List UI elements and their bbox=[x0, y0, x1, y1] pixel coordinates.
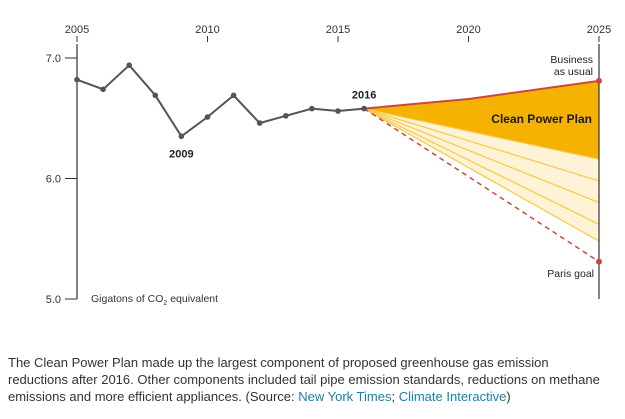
source-link-climate-interactive[interactable]: Climate Interactive bbox=[398, 389, 507, 404]
historical-point-2010 bbox=[204, 114, 211, 120]
historical-point-2007 bbox=[126, 62, 132, 69]
historical-point-2006 bbox=[100, 86, 106, 93]
source-link-nyt[interactable]: New York Times bbox=[298, 389, 392, 404]
x-tick-label-2025: 2025 bbox=[587, 24, 611, 36]
historical-point-2016 bbox=[361, 105, 367, 112]
x-tick-label-2005: 2005 bbox=[65, 24, 89, 36]
caption-end: ) bbox=[506, 389, 511, 404]
x-tick-label-2020: 2020 bbox=[456, 24, 480, 36]
business-as-usual-line bbox=[364, 79, 600, 110]
business-as-usual-endpoint bbox=[596, 77, 602, 84]
x-tick-label-2010: 2010 bbox=[195, 24, 219, 36]
chart-caption: The Clean Power Plan made up the largest… bbox=[8, 354, 608, 405]
paris-goal-line bbox=[363, 107, 600, 263]
historical-point-2009 bbox=[178, 133, 185, 140]
caption-separator: ; bbox=[391, 389, 399, 404]
y-tick-label-2: 7.0 bbox=[46, 53, 61, 65]
reduction-line-4 bbox=[363, 108, 600, 242]
historical-point-2005 bbox=[74, 76, 80, 83]
reduction-line-3 bbox=[363, 108, 600, 225]
historical-point-2014 bbox=[309, 105, 315, 112]
reduction-line-1 bbox=[363, 108, 600, 182]
annotation-2009: 2009 bbox=[169, 148, 193, 160]
historical-point-2008 bbox=[152, 92, 159, 99]
annotation-paris-goal: Paris goal bbox=[547, 268, 594, 280]
annotation-bau-line2: as usual bbox=[554, 66, 593, 78]
historical-point-2011 bbox=[230, 92, 237, 99]
paris-goal-endpoint bbox=[596, 258, 602, 265]
caption-text: The Clean Power Plan made up the largest… bbox=[8, 355, 600, 404]
y-tick-label-0: 5.0 bbox=[46, 294, 61, 306]
annotation-2016: 2016 bbox=[352, 90, 376, 102]
historical-point-2015 bbox=[335, 108, 341, 114]
y-tick-label-1: 6.0 bbox=[46, 174, 61, 186]
cpp-lower-line bbox=[363, 108, 600, 160]
y-axis-label: Gigatons of CO2 equivalent bbox=[91, 293, 218, 307]
annotation-clean-power-plan: Clean Power Plan bbox=[491, 112, 592, 126]
x-tick-label-2015: 2015 bbox=[326, 24, 350, 36]
historical-point-2012 bbox=[256, 120, 263, 126]
annotation-bau-line1: Business bbox=[550, 54, 593, 66]
reduction-line-2 bbox=[363, 108, 600, 204]
historical-point-2013 bbox=[283, 113, 289, 119]
clean-power-plan-wedge bbox=[364, 80, 599, 160]
historical-emissions-line bbox=[76, 63, 365, 138]
emissions-chart: 2005 2010 2015 2020 2025 5.0 6.0 7.0 Gigatons of… bbox=[46, 24, 612, 307]
